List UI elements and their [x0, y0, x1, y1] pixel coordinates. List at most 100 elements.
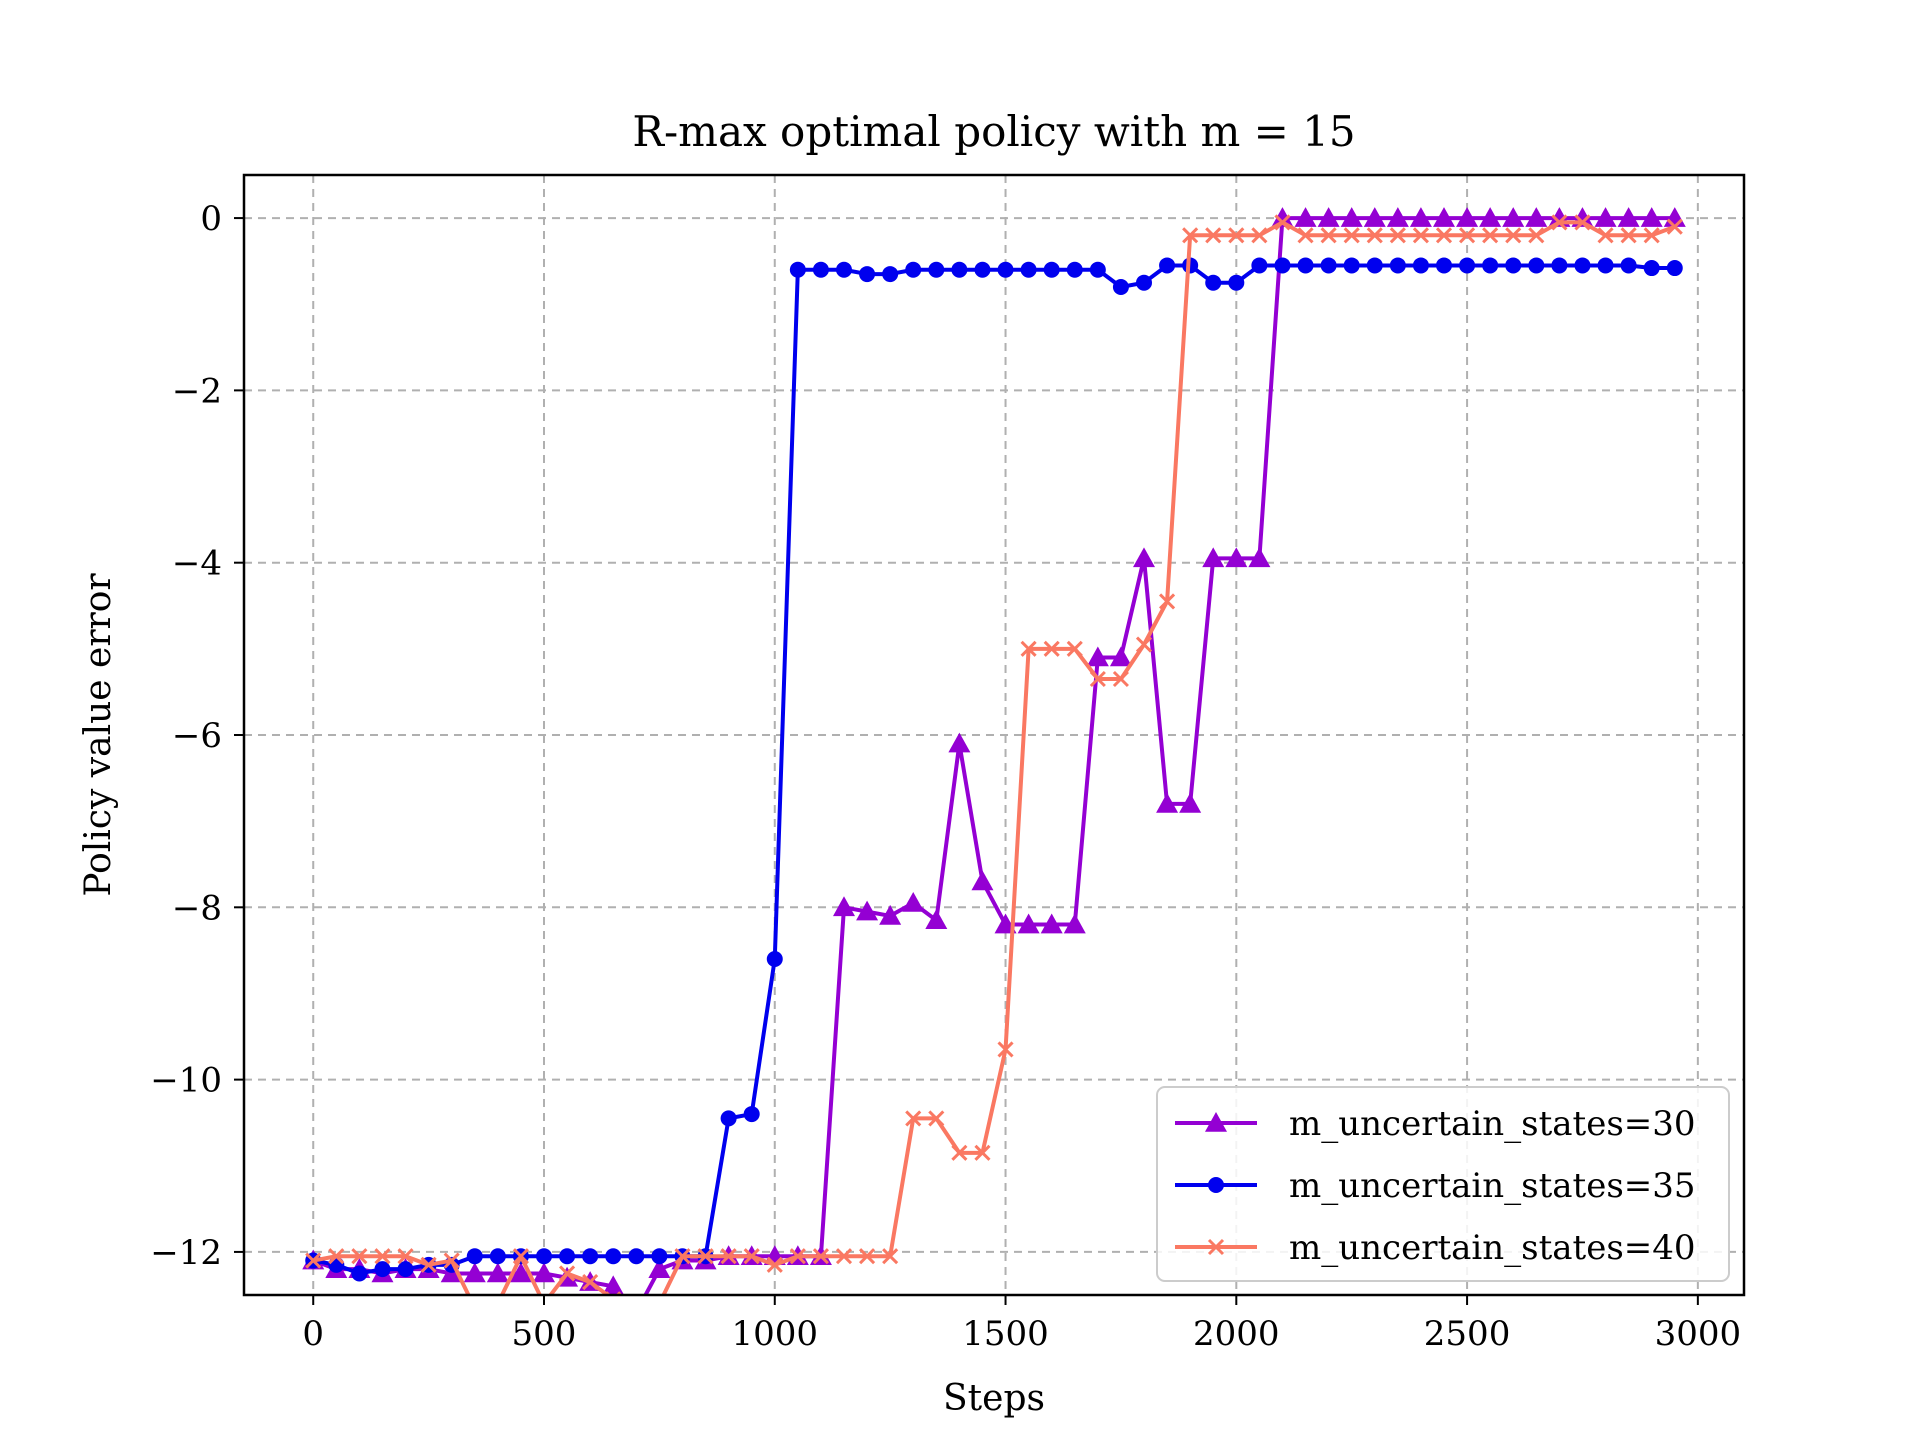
- data-point: [812, 261, 829, 278]
- data-point: [1159, 593, 1176, 610]
- data-point: [559, 1248, 576, 1265]
- data-point: [971, 870, 994, 891]
- data-point: [1020, 640, 1037, 657]
- data-point: [1456, 207, 1479, 227]
- data-point: [1320, 227, 1337, 244]
- legend-label: m_uncertain_states=30: [1289, 1104, 1696, 1144]
- legend-label: m_uncertain_states=40: [1289, 1228, 1696, 1268]
- data-point: [882, 1248, 899, 1265]
- data-point: [1482, 257, 1499, 274]
- x-tick-label: 3000: [1655, 1314, 1742, 1354]
- data-point: [374, 1248, 391, 1265]
- data-point: [1294, 207, 1317, 227]
- data-point: [1459, 227, 1476, 244]
- data-point: [1089, 670, 1106, 688]
- data-point: [1459, 257, 1476, 274]
- data-point: [1551, 257, 1568, 274]
- data-point: [1248, 547, 1271, 568]
- data-point: [397, 1248, 414, 1265]
- data-point: [1156, 792, 1179, 813]
- data-point: [1389, 257, 1406, 274]
- data-point: [1251, 227, 1268, 244]
- y-axis-label: Policy value error: [78, 573, 119, 897]
- legend-entry: m_uncertain_states=35: [1175, 1166, 1696, 1206]
- data-point: [533, 1262, 555, 1283]
- data-point: [928, 261, 945, 278]
- data-point: [948, 732, 971, 753]
- data-point: [509, 1262, 532, 1283]
- data-point: [1040, 913, 1063, 934]
- data-point: [1297, 257, 1314, 274]
- data-point: [1389, 227, 1406, 244]
- series-3: [305, 214, 1683, 1295]
- data-point: [1666, 260, 1683, 277]
- legend-entry: m_uncertain_states=30: [1175, 1104, 1696, 1144]
- data-point: [1597, 227, 1614, 244]
- data-point: [812, 1248, 829, 1265]
- x-tick-label: 500: [512, 1314, 577, 1354]
- data-point: [951, 261, 968, 278]
- data-point: [648, 1258, 671, 1278]
- data-point: [1435, 227, 1453, 244]
- legend-label: m_uncertain_states=35: [1289, 1166, 1696, 1206]
- data-point: [489, 1248, 506, 1265]
- data-point: [1528, 227, 1545, 244]
- data-point: [1343, 227, 1360, 244]
- y-tick-label: −10: [150, 1061, 222, 1101]
- data-point: [1228, 274, 1245, 291]
- legend-marker: [1208, 1177, 1224, 1193]
- data-point: [1597, 257, 1614, 274]
- data-point: [1436, 257, 1452, 274]
- data-point: [1225, 547, 1248, 568]
- data-point: [536, 1248, 552, 1265]
- y-tick-label: −12: [150, 1233, 222, 1273]
- data-point: [1640, 207, 1663, 227]
- legend-box: [1156, 1086, 1730, 1282]
- x-tick-label: 2500: [1424, 1314, 1511, 1354]
- data-point: [1412, 227, 1429, 244]
- data-point: [1412, 257, 1429, 274]
- data-point: [1502, 207, 1525, 227]
- data-point: [1574, 214, 1591, 231]
- data-point: [836, 261, 852, 278]
- data-point: [859, 1248, 876, 1265]
- data-point: [605, 1248, 622, 1265]
- data-point: [443, 1252, 460, 1269]
- data-point: [628, 1248, 645, 1265]
- x-tick-label: 0: [302, 1314, 324, 1354]
- x-tick-label: 2000: [1193, 1314, 1280, 1354]
- data-point: [374, 1261, 391, 1278]
- data-point: [1089, 261, 1106, 278]
- data-point: [1133, 547, 1155, 568]
- data-point: [1063, 913, 1086, 934]
- data-point: [1271, 207, 1294, 227]
- legend-entry: m_uncertain_states=40: [1175, 1228, 1696, 1268]
- data-point: [856, 900, 879, 921]
- y-tick-label: −4: [172, 544, 222, 584]
- data-point: [974, 261, 991, 278]
- data-point: [1317, 207, 1340, 227]
- data-point: [928, 1110, 945, 1127]
- data-point: [1205, 227, 1222, 244]
- legend-marker: [1207, 1238, 1225, 1256]
- data-point: [859, 266, 876, 283]
- data-point: [397, 1261, 414, 1278]
- data-point: [1666, 218, 1683, 235]
- y-axis-ticks: 0 −2 −4 −6 −8 −10 −12: [150, 199, 244, 1273]
- data-point: [1643, 260, 1660, 277]
- data-point: [1320, 257, 1337, 274]
- data-point: [1574, 257, 1591, 274]
- data-point: [1551, 214, 1568, 231]
- data-point: [766, 1256, 783, 1273]
- data-point: [1643, 227, 1660, 244]
- data-point: [1620, 227, 1637, 244]
- series-line: [312, 220, 1676, 1295]
- data-point: [1136, 274, 1152, 291]
- data-point: [720, 1110, 737, 1127]
- data-point: [328, 1248, 345, 1265]
- data-point: [1505, 257, 1522, 274]
- data-point: [1043, 261, 1060, 278]
- data-point: [1159, 257, 1176, 274]
- data-point: [1274, 257, 1291, 274]
